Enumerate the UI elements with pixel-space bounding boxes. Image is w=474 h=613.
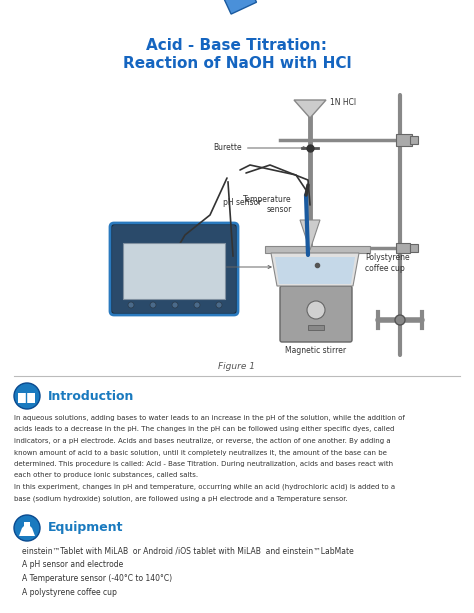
Circle shape: [307, 301, 325, 319]
Polygon shape: [19, 522, 35, 536]
Text: A pH sensor and electrode: A pH sensor and electrode: [22, 560, 123, 569]
FancyBboxPatch shape: [265, 246, 370, 253]
Polygon shape: [300, 220, 320, 250]
Text: Introduction: Introduction: [48, 389, 134, 403]
Text: Temperature
sensor: Temperature sensor: [243, 195, 292, 215]
Bar: [123, 243, 225, 299]
FancyBboxPatch shape: [111, 224, 237, 314]
Text: 1N HCl: 1N HCl: [330, 98, 356, 107]
Text: einstein™Tablet with MiLAB  or Android /iOS tablet with MiLAB  and einstein™LabM: einstein™Tablet with MiLAB or Android /i…: [22, 546, 354, 555]
Bar: [27, 393, 35, 403]
Polygon shape: [294, 100, 326, 118]
Text: Equipment: Equipment: [48, 522, 124, 535]
Text: determined. This procedure is called: Acid - Base Titration. During neutralizati: determined. This procedure is called: Ac…: [14, 461, 393, 467]
Circle shape: [14, 515, 40, 541]
Circle shape: [194, 302, 200, 308]
Circle shape: [395, 315, 405, 325]
Text: A Temperature sensor (-40°C to 140°C): A Temperature sensor (-40°C to 140°C): [22, 574, 172, 583]
Text: indicators, or a pH electrode. Acids and bases neutralize, or reverse, the actio: indicators, or a pH electrode. Acids and…: [14, 438, 391, 444]
Bar: [396, 134, 412, 146]
Bar: [308, 325, 324, 330]
Bar: [410, 244, 418, 252]
Bar: [18, 393, 26, 403]
Text: base (sodium hydroxide) solution, are followed using a pH electrode and a Temper: base (sodium hydroxide) solution, are fo…: [14, 495, 348, 502]
Bar: [396, 243, 410, 253]
Text: acids leads to a decrease in the pH. The changes in the pH can be followed using: acids leads to a decrease in the pH. The…: [14, 427, 394, 433]
Circle shape: [172, 302, 178, 308]
Text: A polystyrene coffee cup: A polystyrene coffee cup: [22, 588, 117, 597]
Text: In this experiment, changes in pH and temperature, occurring while an acid (hydr: In this experiment, changes in pH and te…: [14, 484, 395, 490]
Text: Reaction of NaOH with HCl: Reaction of NaOH with HCl: [123, 56, 351, 71]
Bar: [410, 136, 418, 144]
Polygon shape: [275, 257, 355, 284]
Text: Polystyrene
coffee cup: Polystyrene coffee cup: [365, 253, 410, 273]
Text: known amount of acid to a basic solution, until it completely neutralizes it, th: known amount of acid to a basic solution…: [14, 449, 387, 455]
Text: 0.5N NaOH: 0.5N NaOH: [179, 262, 271, 272]
Polygon shape: [271, 253, 359, 286]
Text: In aqueous solutions, adding bases to water leads to an increase in the pH of th: In aqueous solutions, adding bases to wa…: [14, 415, 405, 421]
Text: Magnetic stirrer: Magnetic stirrer: [285, 346, 346, 355]
Text: pH sensor: pH sensor: [223, 198, 261, 207]
Text: Burette: Burette: [213, 143, 306, 153]
Text: Acid - Base Titration:: Acid - Base Titration:: [146, 38, 328, 53]
Text: each other to produce ionic substances, called salts.: each other to produce ionic substances, …: [14, 473, 198, 479]
Polygon shape: [224, 0, 256, 14]
Text: Figure 1: Figure 1: [219, 362, 255, 371]
FancyBboxPatch shape: [280, 286, 352, 342]
Circle shape: [150, 302, 156, 308]
Circle shape: [14, 383, 40, 409]
Circle shape: [128, 302, 134, 308]
Circle shape: [216, 302, 222, 308]
